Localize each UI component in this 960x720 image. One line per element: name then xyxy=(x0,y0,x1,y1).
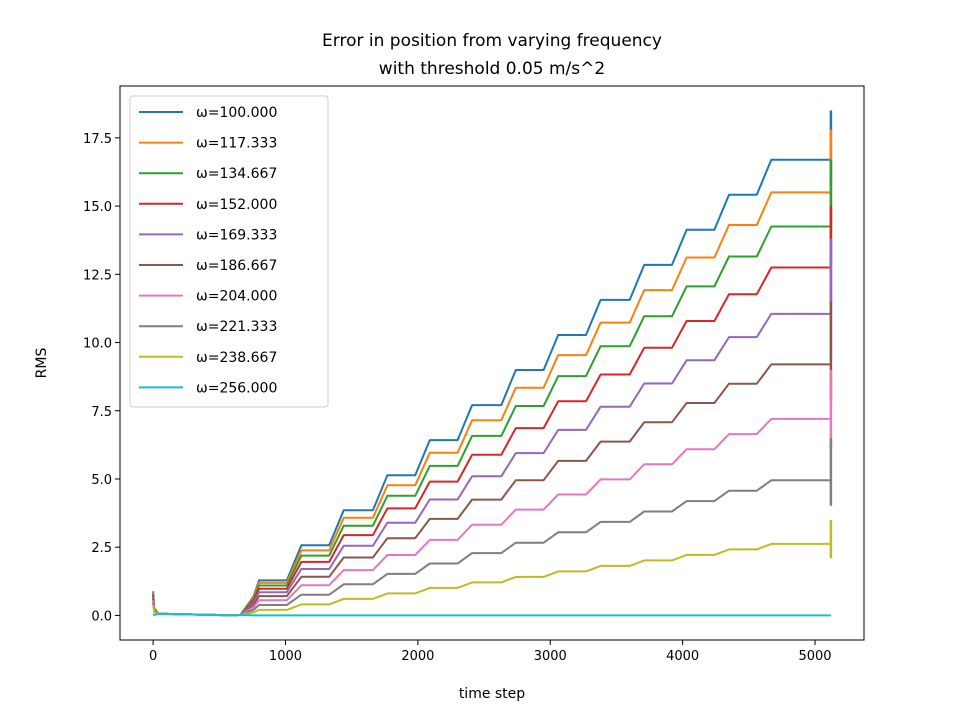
y-tick-label: 12.5 xyxy=(83,268,112,283)
y-tick-label: 5.0 xyxy=(91,473,112,488)
series-line xyxy=(152,312,829,617)
chart-title: Error in position from varying frequency xyxy=(322,31,662,51)
legend-label: ω=100.000 xyxy=(196,105,277,121)
legend-label: ω=221.333 xyxy=(196,319,277,335)
plot-area xyxy=(119,85,865,641)
y-tick-label: 2.5 xyxy=(91,541,112,556)
x-tick-label: 3000 xyxy=(534,649,567,664)
x-axis-label: time step xyxy=(459,686,525,702)
series-layer xyxy=(152,110,833,617)
chart-subtitle: with threshold 0.05 m/s^2 xyxy=(379,59,605,79)
x-tick-label: 0 xyxy=(149,649,157,664)
y-axis-label: RMS xyxy=(34,348,50,379)
series-line xyxy=(152,363,829,617)
x-tick-label: 4000 xyxy=(666,649,699,664)
legend-label: ω=152.000 xyxy=(196,197,277,213)
y-tick-label: 0.0 xyxy=(91,609,112,624)
x-tick-label: 5000 xyxy=(798,649,831,664)
series-line xyxy=(152,266,829,617)
series-line xyxy=(152,417,829,617)
legend-label: ω=204.000 xyxy=(196,289,277,305)
x-tick-label: 1000 xyxy=(269,649,302,664)
series-line xyxy=(152,542,829,617)
legend-label: ω=169.333 xyxy=(196,227,277,243)
legend-label: ω=238.667 xyxy=(196,350,277,366)
series-line xyxy=(152,479,829,617)
y-axis-ticks: 0.0 2.5 5.0 7.5 10.0 12.5 15.0 17.5 xyxy=(83,132,120,624)
legend-label: ω=117.333 xyxy=(196,136,277,152)
plot-frame xyxy=(119,85,865,641)
legend: ω=100.000 ω=117.333 ω=134.667 ω=152.000 ω=16… xyxy=(129,95,329,408)
series-line xyxy=(152,612,829,617)
legend-label: ω=134.667 xyxy=(196,166,277,182)
y-tick-label: 10.0 xyxy=(83,337,112,352)
legend-label: ω=256.000 xyxy=(196,380,277,396)
y-tick-label: 15.0 xyxy=(83,200,112,215)
legend-label: ω=186.667 xyxy=(196,258,277,274)
y-tick-label: 17.5 xyxy=(83,132,112,147)
x-axis-ticks: 0 1000 2000 3000 4000 5000 xyxy=(149,640,832,664)
x-tick-label: 2000 xyxy=(401,649,434,664)
y-tick-label: 7.5 xyxy=(91,405,112,420)
